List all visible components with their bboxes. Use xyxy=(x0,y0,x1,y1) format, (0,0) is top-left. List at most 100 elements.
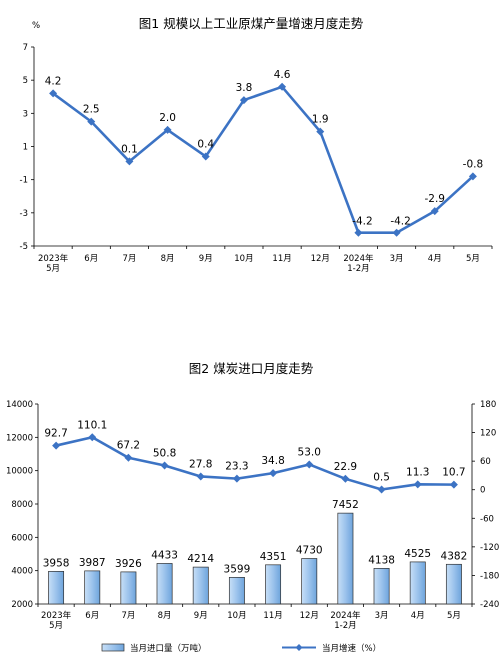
chart2-growth-label-2: 67.2 xyxy=(117,440,140,452)
chart2-left-tick-label-6: 14000 xyxy=(6,400,33,410)
chart2-bar-5 xyxy=(228,576,245,605)
chart2-left-tick-label-5: 12000 xyxy=(6,433,33,443)
chart2-growth-label-7: 53.0 xyxy=(298,446,321,458)
chart2-x-tick-label-8-0: 2024年 xyxy=(330,610,361,621)
chart2-line: 92.7 110.1 67.2 50.8 27.8 23.3 34.8 53.0 22.9 0.5… xyxy=(44,419,466,494)
chart2-legend: 当月进口量（万吨） 当月增速（%） xyxy=(101,643,381,654)
chart2-bar-label-0: 3958 xyxy=(43,557,70,569)
chart1-x-tick-label-5-0: 10月 xyxy=(234,254,253,264)
chart2-right-tick-label-3: -60 xyxy=(480,514,494,524)
chart1-title: 图1 规模以上工业原煤产量增速月度走势 xyxy=(139,16,364,31)
chart2-bar-label-7: 4730 xyxy=(296,545,323,557)
chart1-y-tick-label-0: -5 xyxy=(20,242,28,252)
chart2-x-tick-label-11-0: 5月 xyxy=(447,611,461,621)
chart2-growth-label-4: 27.8 xyxy=(189,458,212,470)
chart2-bar-2 xyxy=(120,571,137,605)
chart1-data-label-9: -4.2 xyxy=(390,216,411,228)
chart2-right-tick-label-6: 120 xyxy=(480,429,496,439)
chart2-growth-point-8 xyxy=(341,474,350,483)
chart2-axes: 2000 4000 6000 8000 10000 12000 14000 -240 -180 -… xyxy=(6,400,499,631)
chart2-right-tick-label-7: 180 xyxy=(480,400,496,410)
chart2-x-tick-label-9-0: 3月 xyxy=(375,611,389,621)
chart1-x-tick-label-11-0: 5月 xyxy=(466,254,480,264)
chart2-x-tick-label-7-0: 12月 xyxy=(300,611,319,621)
chart2-x-tick-label-8-1: 1-2月 xyxy=(334,621,356,631)
chart2-x-tick-label-0-0: 2023年 xyxy=(41,610,72,621)
chart2-left-tick-label-3: 8000 xyxy=(11,500,33,510)
chart1-point-7 xyxy=(316,127,325,136)
chart1-data-label-0: 4.2 xyxy=(45,75,62,87)
chart1-x-tick-label-0-0: 2023年 xyxy=(38,253,69,264)
chart2-bar-4 xyxy=(192,566,209,605)
chart1-point-6 xyxy=(278,82,287,91)
chart2-growth-point-4 xyxy=(196,472,205,481)
chart2-bar-9 xyxy=(373,568,390,605)
chart1-point-2 xyxy=(125,157,134,166)
chart2-growth-label-10: 11.3 xyxy=(406,466,429,478)
chart2-growth-point-10 xyxy=(413,480,422,489)
chart1-x-tick-label-6-0: 11月 xyxy=(272,254,291,264)
chart2-left-tick-label-1: 4000 xyxy=(11,567,33,577)
chart2-growth-point-9 xyxy=(377,485,386,494)
chart1-point-8 xyxy=(354,228,363,237)
chart2-growth-point-2 xyxy=(124,453,133,462)
chart2-bar-1 xyxy=(84,570,101,605)
chart1-x-tick-label-3-0: 8月 xyxy=(161,254,175,264)
chart2-import-trend: 图2 煤炭进口月度走势 2000 4000 6000 8000 10000 12000 14… xyxy=(6,361,499,654)
chart1-marks: 4.2 2.5 0.1 2.0 0.4 3.8 4.6 1.9 -4.2 -4.2 -2.9 -0.8 xyxy=(45,69,483,237)
chart2-bar-label-5: 3599 xyxy=(224,563,251,575)
chart1-x-tick-label-8-1: 1-2月 xyxy=(347,264,369,274)
chart1-y-tick-label-1: -3 xyxy=(20,209,28,219)
chart2-growth-point-3 xyxy=(160,461,169,470)
chart1-data-label-7: 1.9 xyxy=(312,114,329,126)
chart2-legend-line-label: 当月增速（%） xyxy=(322,643,381,654)
chart1-data-label-3: 2.0 xyxy=(159,112,176,124)
chart2-x-tick-label-6-0: 11月 xyxy=(263,611,282,621)
chart2-growth-label-1: 110.1 xyxy=(77,419,107,431)
chart2-growth-point-5 xyxy=(232,474,241,483)
chart2-growth-label-3: 50.8 xyxy=(153,448,176,460)
chart2-left-tick-label-4: 10000 xyxy=(6,467,33,477)
chart2-bar-7 xyxy=(301,558,318,605)
chart2-x-tick-label-10-0: 4月 xyxy=(411,611,425,621)
chart2-right-tick-label-5: 60 xyxy=(480,457,491,467)
chart2-x-tick-label-1-0: 6月 xyxy=(85,611,99,621)
chart2-x-tick-label-4-0: 9月 xyxy=(194,611,208,621)
chart1-point-4 xyxy=(201,152,210,161)
chart1-x-tick-label-9-0: 3月 xyxy=(390,254,404,264)
chart1-x-tick-label-1-0: 6月 xyxy=(84,254,98,264)
chart2-legend-bar-label: 当月进口量（万吨） xyxy=(130,643,207,654)
chart2-growth-label-6: 34.8 xyxy=(261,455,284,467)
chart1-production-growth: 图1 规模以上工业原煤产量增速月度走势 % -5-3-113572023年5月6… xyxy=(20,16,493,274)
chart2-right-tick-label-2: -120 xyxy=(480,543,499,553)
chart2-bar-label-8: 7452 xyxy=(332,499,359,511)
chart1-data-label-4: 0.4 xyxy=(197,138,214,150)
chart1-point-9 xyxy=(392,228,401,237)
chart2-bars: 3958 3987 3926 4433 4214 3599 4351 4730 7452 4138… xyxy=(43,499,468,605)
chart1-y-tick-label-4: 3 xyxy=(23,109,28,119)
chart2-growth-label-9: 0.5 xyxy=(373,471,390,483)
chart2-legend-line-marker xyxy=(295,644,303,651)
chart2-growth-label-0: 92.7 xyxy=(44,428,67,440)
chart1-data-label-8: -4.2 xyxy=(352,216,373,228)
chart2-x-tick-label-2-0: 7月 xyxy=(121,611,135,621)
chart2-growth-point-6 xyxy=(269,469,278,478)
chart1-x-tick-label-8-0: 2024年 xyxy=(343,253,374,264)
chart2-bar-0 xyxy=(48,571,65,605)
chart1-point-10 xyxy=(430,207,439,216)
chart2-bar-label-11: 4382 xyxy=(441,550,468,562)
chart2-x-tick-label-5-0: 10月 xyxy=(227,611,246,621)
chart1-y-tick-label-2: -1 xyxy=(20,176,28,186)
chart1-point-11 xyxy=(468,172,477,181)
chart2-growth-point-1 xyxy=(88,433,97,442)
chart2-bar-6 xyxy=(265,564,282,605)
chart2-growth-label-8: 22.9 xyxy=(334,461,357,473)
chart2-bar-3 xyxy=(156,563,173,605)
chart1-series-line xyxy=(52,85,474,235)
chart2-growth-point-7 xyxy=(305,460,314,469)
chart1-unit-label: % xyxy=(32,21,40,31)
chart2-x-tick-label-3-0: 8月 xyxy=(158,611,172,621)
chart2-bar-10 xyxy=(409,561,426,605)
chart1-y-tick-label-6: 7 xyxy=(23,43,28,53)
